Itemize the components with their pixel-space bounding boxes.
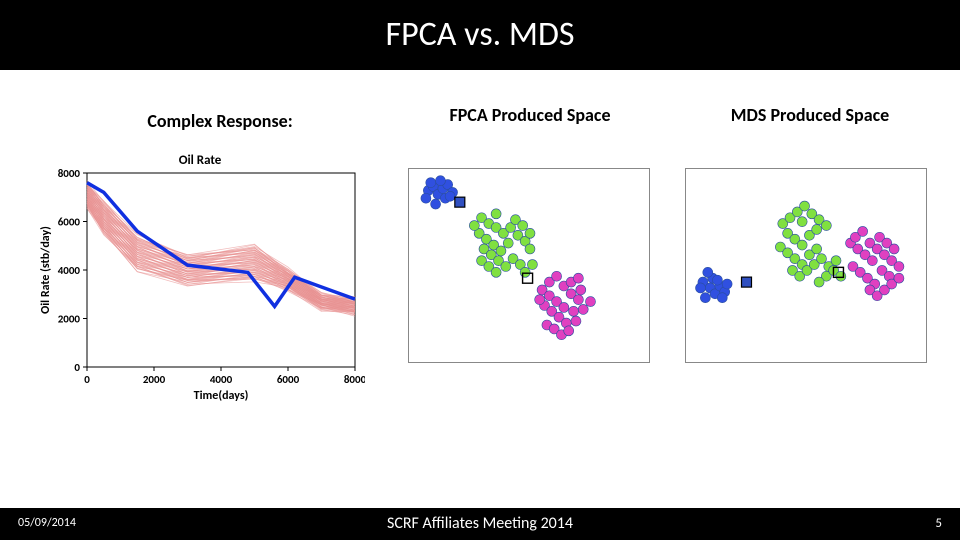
footer: 05/09/2014 SCRF Affiliates Meeting 2014 … <box>0 508 960 540</box>
svg-text:2000: 2000 <box>143 373 166 386</box>
col-title-mds: MDS Produced Space <box>700 105 920 126</box>
svg-text:8000: 8000 <box>344 373 365 386</box>
col-title-fpca: FPCA Produced Space <box>420 105 640 126</box>
svg-text:0: 0 <box>74 361 80 374</box>
svg-text:6000: 6000 <box>58 216 81 229</box>
scatter-mds-svg <box>686 169 928 364</box>
scatter-fpca <box>408 168 650 363</box>
svg-text:Oil Rate (stb/day): Oil Rate (stb/day) <box>39 226 53 314</box>
footer-center: SCRF Affiliates Meeting 2014 <box>0 514 960 533</box>
svg-text:2000: 2000 <box>58 313 81 326</box>
svg-text:8000: 8000 <box>58 169 81 180</box>
svg-text:4000: 4000 <box>58 264 81 277</box>
line-chart-svg: 0 2000 4000 6000 8000 0 2000 4000 6000 8000 Time(d… <box>35 169 365 405</box>
line-chart-title: Oil Rate <box>35 153 365 168</box>
scatter-fpca-svg <box>409 169 651 364</box>
col-title-complex: Complex Response: <box>110 110 330 132</box>
slide: FPCA vs. MDS Complex Response: FPCA Prod… <box>0 0 960 540</box>
footer-page: 5 <box>935 516 942 531</box>
svg-text:4000: 4000 <box>210 373 233 386</box>
scatter-mds <box>685 168 927 363</box>
slide-title: FPCA vs. MDS <box>0 0 960 70</box>
svg-text:Time(days): Time(days) <box>194 389 249 403</box>
svg-text:0: 0 <box>84 373 90 386</box>
svg-text:6000: 6000 <box>277 373 300 386</box>
line-chart: Oil Rate 0 2000 4000 6000 8000 0 2000 4000 6000 8… <box>35 155 365 405</box>
